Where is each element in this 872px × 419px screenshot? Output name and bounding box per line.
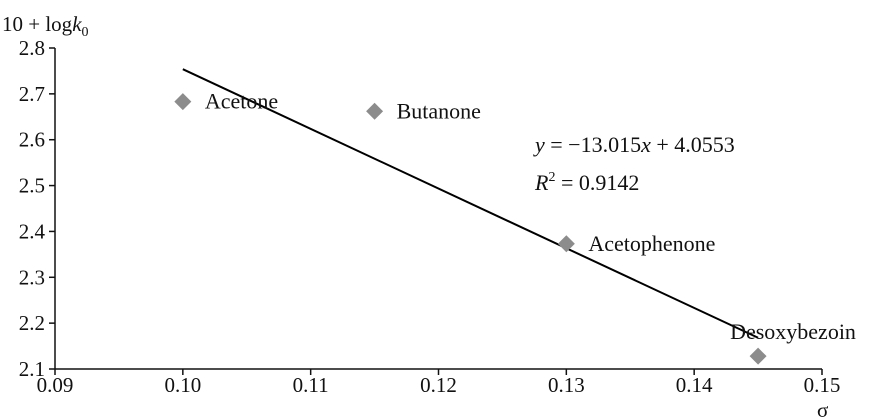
y-axis-title-sub: 0 [82,25,89,40]
trendline [182,68,759,339]
y-tick-label: 2.6 [19,128,45,152]
x-tick-label: 0.15 [804,373,841,397]
x-tick-label: 0.10 [164,373,201,397]
data-point-label: Desoxybezoin [730,319,856,344]
regression-equation: y = −13.015x + 4.0553 [533,132,735,157]
y-tick-label: 2.7 [19,82,45,106]
data-points: Acetone Butanone Acetophenone Desoxybezoin [174,89,856,365]
y-axis-title-prefix: 10 + log [2,12,73,36]
y-axis-ticks: 2.1 2.2 2.3 2.4 2.5 2.6 2.7 2.8 [19,36,55,381]
equation-y-var: y [533,132,545,157]
data-point-label: Acetone [205,89,278,114]
y-tick-label: 2.3 [19,265,45,289]
y-axis-title-var: k [72,12,82,36]
r-squared-value: = 0.9142 [555,170,639,195]
equation-slope: = −13.015 [545,132,641,157]
y-tick-label: 2.1 [19,357,45,381]
x-axis-title: σ [817,398,828,419]
y-tick-label: 2.8 [19,36,45,60]
x-tick-label: 0.09 [37,373,74,397]
r-squared-sup: 2 [548,170,555,185]
x-tick-label: 0.14 [676,373,713,397]
x-tick-label: 0.11 [293,373,329,397]
data-point [749,347,767,365]
y-tick-label: 2.5 [19,174,45,198]
r-squared-var: R [534,170,549,195]
y-tick-label: 2.4 [19,219,46,243]
equation-x-var: x [640,132,651,157]
x-axis-ticks: 0.09 0.10 0.11 0.12 0.13 0.14 0.15 [37,369,841,397]
x-tick-label: 0.13 [548,373,585,397]
x-tick-label: 0.12 [420,373,457,397]
y-tick-label: 2.2 [19,311,45,335]
data-point [366,102,384,120]
data-point-label: Acetophenone [588,231,715,256]
data-point [557,235,575,253]
data-point-label: Butanone [397,98,481,123]
r-squared: R2 = 0.9142 [534,170,639,195]
y-axis-title: 10 + logk0 [2,12,89,40]
equation-intercept: + 4.0553 [651,132,735,157]
data-point [174,93,192,111]
